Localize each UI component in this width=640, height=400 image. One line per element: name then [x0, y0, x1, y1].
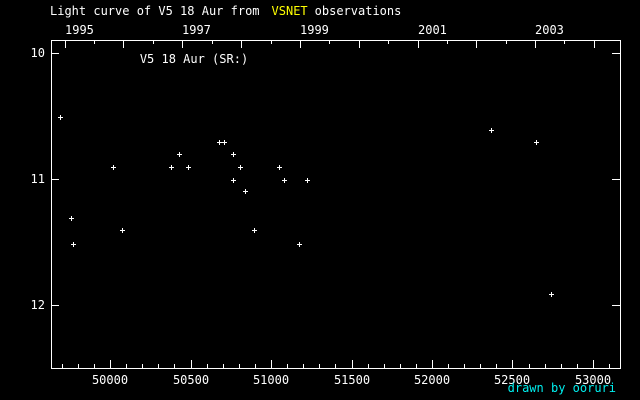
data-point	[231, 178, 236, 183]
data-point	[120, 228, 125, 233]
data-point	[69, 216, 74, 221]
year-label: 2003	[535, 23, 564, 37]
x-tick-label: 50500	[173, 373, 209, 387]
data-point	[169, 165, 174, 170]
x-tick-label: 52500	[494, 373, 530, 387]
x-tick-label: 53000	[575, 373, 611, 387]
mag-tick-label: 10	[31, 46, 45, 60]
data-point	[231, 152, 236, 157]
year-label: 2001	[418, 23, 447, 37]
mag-tick-label: 12	[31, 298, 45, 312]
data-point	[297, 242, 302, 247]
data-point	[111, 165, 116, 170]
data-point	[217, 140, 222, 145]
credit-text: drawn by ooruri	[507, 381, 616, 395]
data-point	[186, 165, 191, 170]
data-point	[222, 140, 227, 145]
data-point	[58, 115, 63, 120]
chart-title-suffix: observations	[314, 4, 402, 18]
data-point	[489, 128, 494, 133]
x-tick-label: 51000	[253, 373, 289, 387]
data-point	[282, 178, 287, 183]
x-tick-label: 52000	[414, 373, 450, 387]
data-point	[252, 228, 257, 233]
data-point	[549, 292, 554, 297]
star-designation-label: V5 18 Aur (SR:)	[139, 52, 249, 66]
chart-title-vsnet: VSNET	[271, 4, 308, 18]
year-label: 1999	[300, 23, 329, 37]
chart-title: Light curve of V5 18 Aur from VSNET observ…	[50, 4, 401, 18]
data-point	[238, 165, 243, 170]
x-tick-label: 51500	[334, 373, 370, 387]
data-point	[305, 178, 310, 183]
year-label: 1997	[182, 23, 211, 37]
x-tick-label: 50000	[92, 373, 128, 387]
data-point	[243, 189, 248, 194]
mag-tick-label: 11	[31, 172, 45, 186]
year-label: 1995	[65, 23, 94, 37]
plot-border	[51, 40, 621, 369]
data-point	[71, 242, 76, 247]
data-point	[277, 165, 282, 170]
chart-title-prefix: Light curve of V5 18 Aur from	[50, 4, 260, 18]
data-point	[177, 152, 182, 157]
data-point	[534, 140, 539, 145]
